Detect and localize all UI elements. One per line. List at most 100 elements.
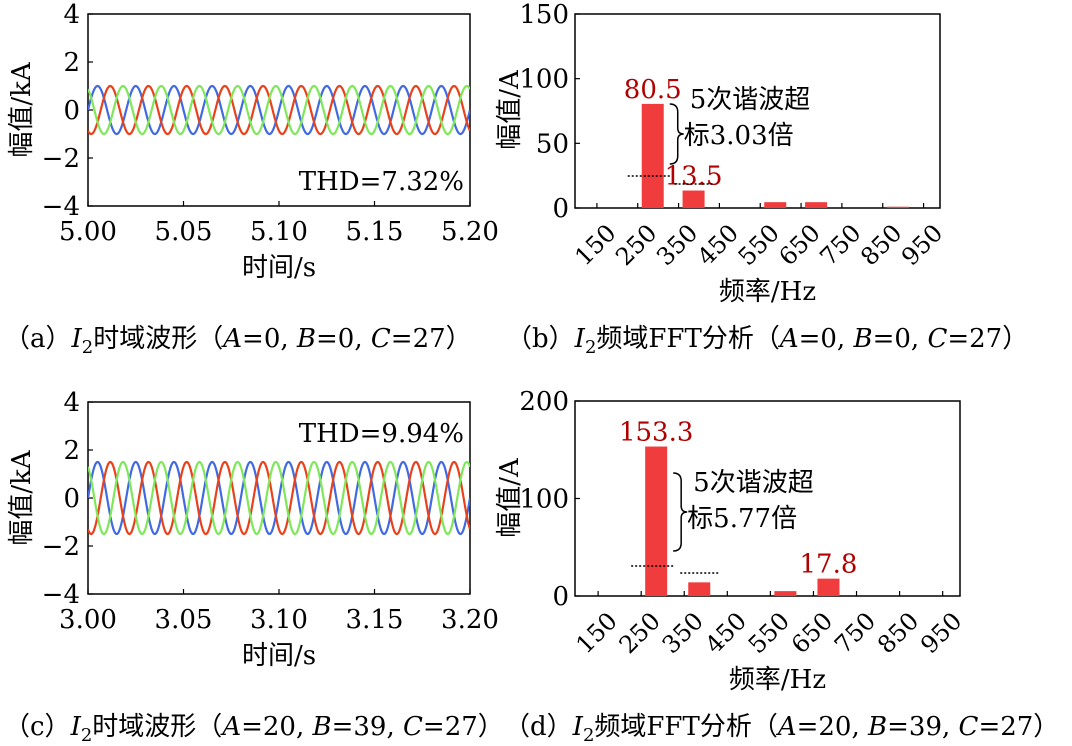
y-tick-label: 200 xyxy=(519,387,569,417)
caption-b: （b）I2频域FFT分析（A=0, B=0, C=27） xyxy=(506,318,1028,358)
x-tick-label: 750 xyxy=(829,607,881,659)
y-tick-label: 4 xyxy=(63,0,80,30)
harmonic-annotation-line1: 5次谐波超 xyxy=(690,85,811,115)
caption-param-value: =27） xyxy=(947,324,1029,354)
caption-symbol: I xyxy=(70,712,81,742)
caption-symbol: I xyxy=(574,324,585,354)
x-tick-label: 5.05 xyxy=(155,217,213,247)
series-phase-c xyxy=(88,460,470,536)
y-axis-label: 幅值/A xyxy=(495,457,525,538)
x-tick-label: 450 xyxy=(700,607,752,659)
caption-symbol: I xyxy=(71,324,82,354)
caption-prefix: （a） xyxy=(4,324,72,354)
thd-annotation: THD=9.94% xyxy=(299,419,464,449)
caption-c: （c）I2时域波形（A=20, B=39, C=27） xyxy=(4,706,504,746)
caption-param-value: =0, xyxy=(872,324,928,354)
caption-subscript: 2 xyxy=(80,725,93,746)
caption-param-name: B xyxy=(296,324,317,354)
brace xyxy=(673,472,688,552)
x-tick-label: 3.15 xyxy=(346,605,404,635)
thd-annotation: THD=7.32% xyxy=(299,167,464,197)
series-phase-c xyxy=(88,84,470,136)
x-tick-label: 850 xyxy=(872,607,924,659)
chart-b: 15010050015025035045055065075085095080.5… xyxy=(495,0,948,307)
x-tick-label: 3.20 xyxy=(441,605,499,635)
y-axis-label: 幅值/A xyxy=(495,69,525,150)
x-tick-label: 150 xyxy=(571,607,623,659)
x-tick-label: 5.00 xyxy=(59,217,117,247)
caption-subscript: 2 xyxy=(81,337,94,359)
x-tick-label: 650 xyxy=(786,607,838,659)
x-tick-label: 5.20 xyxy=(441,217,499,247)
x-tick-label: 550 xyxy=(733,219,785,271)
bar-350 xyxy=(688,582,711,596)
bar-550 xyxy=(764,202,787,208)
caption-param-name: A xyxy=(777,712,797,742)
harmonic-annotation-line1: 5次谐波超 xyxy=(693,468,814,498)
caption-param-value: =0, xyxy=(798,324,854,354)
y-tick-label: 100 xyxy=(519,485,569,515)
y-axis-label: 幅值/kA xyxy=(7,61,37,158)
caption-param-value: =20, xyxy=(796,712,869,742)
caption-param-name: C xyxy=(370,324,391,354)
caption-d: （d）I2频域FFT分析（A=20, B=39, C=27） xyxy=(504,706,1059,746)
x-axis-label: 时间/s xyxy=(242,641,316,671)
y-tick-label: 50 xyxy=(536,129,569,159)
bar-250 xyxy=(641,103,664,208)
x-tick-label: 5.10 xyxy=(250,217,308,247)
y-tick-label: 0 xyxy=(552,194,569,224)
x-axis-label: 频率/Hz xyxy=(729,665,826,695)
value-label: 13.5 xyxy=(665,162,723,192)
x-tick-label: 950 xyxy=(896,219,948,271)
y-tick-label: −4 xyxy=(42,580,80,610)
value-label: 17.8 xyxy=(800,550,858,580)
chart-c: 4 2 0 −2 −43.00 3.05 3.10 3.15 3.20 时间/s 幅值/kA THD=… xyxy=(7,388,499,671)
series-phase-b xyxy=(88,460,470,536)
caption-param-value: =39, xyxy=(331,712,404,742)
x-tick-label: 350 xyxy=(657,607,709,659)
x-tick-label: 250 xyxy=(610,219,662,271)
bar-550 xyxy=(774,591,797,596)
y-tick-label: −2 xyxy=(42,144,80,174)
x-tick-label: 5.15 xyxy=(346,217,404,247)
caption-param-name: C xyxy=(958,712,979,742)
harmonic-annotation-line2: 标3.03倍 xyxy=(684,121,794,151)
series-phase-b xyxy=(88,84,470,136)
chart-a: 4 2 0 −2 −45.00 5.05 5.10 5.15 5.20 时间/s 幅值/kA THD=… xyxy=(7,0,499,283)
harmonic-annotation-line2: 标5.77倍 xyxy=(687,504,797,534)
value-label: 153.3 xyxy=(619,418,693,448)
series-phase-a xyxy=(88,460,470,536)
y-tick-label: 2 xyxy=(63,48,80,78)
caption-text: 频域FFT分析（ xyxy=(596,324,780,354)
caption-param-name: B xyxy=(312,712,332,742)
x-tick-label: 3.00 xyxy=(59,605,117,635)
caption-text: 时域波形（ xyxy=(93,324,224,354)
x-tick-label: 550 xyxy=(743,607,795,659)
caption-param-value: =20, xyxy=(241,712,313,742)
y-tick-label: 100 xyxy=(519,65,569,95)
caption-symbol: I xyxy=(572,712,583,742)
caption-prefix: （c） xyxy=(4,712,71,742)
y-tick-label: 0 xyxy=(63,96,80,126)
caption-param-value: =27） xyxy=(390,324,472,354)
caption-prefix: （d） xyxy=(504,712,573,742)
bar-650 xyxy=(805,202,828,208)
y-tick-label: 150 xyxy=(519,0,569,30)
x-tick-label: 3.05 xyxy=(155,605,213,635)
caption-param-value: =39, xyxy=(887,712,959,742)
y-tick-label: −2 xyxy=(42,532,80,562)
x-tick-label: 950 xyxy=(915,607,967,659)
x-tick-label: 450 xyxy=(692,219,744,271)
caption-param-name: A xyxy=(779,324,799,354)
bar-850 xyxy=(886,206,909,208)
caption-param-name: B xyxy=(853,324,873,354)
x-tick-label: 150 xyxy=(569,219,621,271)
bar-350 xyxy=(682,190,705,208)
x-tick-label: 850 xyxy=(855,219,907,271)
caption-subscript: 2 xyxy=(584,337,597,359)
caption-param-name: C xyxy=(403,712,423,742)
caption-param-name: B xyxy=(868,712,888,742)
x-tick-label: 650 xyxy=(774,219,826,271)
y-tick-label: 0 xyxy=(63,484,80,514)
